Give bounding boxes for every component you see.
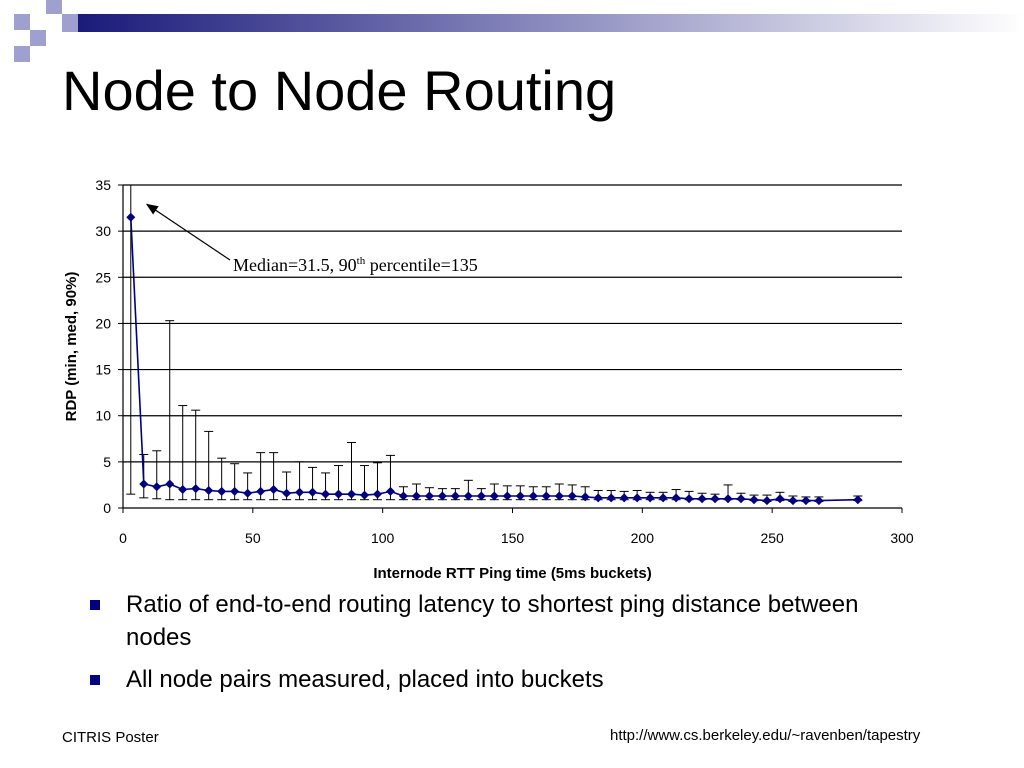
footer-url: http://www.cs.berkeley.edu/~ravenben/tap…	[610, 727, 921, 744]
median-point	[632, 493, 642, 503]
slide-title: Node to Node Routing	[62, 59, 617, 122]
y-axis-title: RDP (min, med, 90%)	[63, 272, 80, 422]
median-point	[697, 494, 707, 504]
bullet-text: All node pairs measured, placed into buc…	[126, 666, 604, 693]
median-point	[723, 494, 733, 504]
median-point	[411, 491, 421, 501]
median-point	[489, 491, 499, 501]
median-point	[437, 491, 447, 501]
slide-corner-decoration	[14, 0, 1024, 62]
median-point	[502, 491, 512, 501]
x-tick-label: 300	[890, 530, 914, 546]
median-point	[204, 485, 214, 495]
median-point	[853, 495, 863, 505]
median-point	[684, 494, 694, 504]
y-tick-label: 10	[95, 408, 111, 424]
square-bullet-icon	[90, 600, 100, 610]
median-point	[256, 486, 266, 496]
median-point	[671, 493, 681, 503]
median-point	[658, 493, 668, 503]
median-point	[347, 489, 357, 499]
x-tick-label: 150	[501, 530, 525, 546]
median-point	[126, 212, 136, 222]
median-point	[801, 496, 811, 506]
x-tick-label: 0	[119, 530, 127, 546]
median-point	[567, 491, 577, 501]
y-tick-label: 35	[95, 177, 111, 193]
x-tick-label: 50	[245, 530, 261, 546]
y-tick-label: 25	[95, 269, 111, 285]
median-point	[282, 488, 292, 498]
bullet-list: Ratio of end-to-end routing latency to s…	[88, 588, 908, 705]
median-point	[762, 496, 772, 506]
median-point	[424, 491, 434, 501]
rdp-chart: 0 5 10 15 20 25 30 35 0 50 100 150 200 250 300 Internod…	[63, 177, 914, 582]
median-point	[814, 496, 824, 506]
median-point	[476, 491, 486, 501]
square-bullet-icon	[90, 675, 100, 685]
annotation-arrow	[145, 203, 231, 261]
median-point	[139, 479, 149, 489]
y-tick-label: 15	[95, 362, 111, 378]
x-axis-title: Internode RTT Ping time (5ms buckets)	[373, 565, 651, 582]
median-point	[515, 491, 525, 501]
median-point	[593, 493, 603, 503]
x-tick-label: 100	[371, 530, 395, 546]
annotation-text: Median=31.5, 90th percentile=135	[233, 255, 478, 275]
median-point	[321, 489, 331, 499]
x-tick-label: 250	[760, 530, 784, 546]
y-tick-label: 0	[103, 500, 111, 516]
median-point	[788, 496, 798, 506]
median-point	[295, 487, 305, 497]
median-point	[554, 491, 564, 501]
median-point	[736, 494, 746, 504]
median-point	[308, 487, 318, 497]
median-point	[541, 491, 551, 501]
median-point	[152, 482, 162, 492]
median-point	[359, 490, 369, 500]
median-point	[165, 479, 175, 489]
median-point	[269, 485, 279, 495]
y-tick-label: 30	[95, 223, 111, 239]
bullet-item: Ratio of end-to-end routing latency to s…	[88, 588, 908, 654]
median-point	[710, 494, 720, 504]
median-point	[580, 492, 590, 502]
y-tick-label: 5	[103, 454, 111, 470]
median-point	[230, 486, 240, 496]
median-point	[775, 494, 785, 504]
median-point	[749, 495, 759, 505]
x-tick-label: 200	[631, 530, 655, 546]
median-point	[398, 491, 408, 501]
median-point	[385, 486, 395, 496]
median-point	[463, 491, 473, 501]
median-point	[178, 485, 188, 495]
bullet-item: All node pairs measured, placed into buc…	[88, 663, 908, 696]
median-point	[334, 489, 344, 499]
median-point	[645, 493, 655, 503]
median-point	[217, 486, 227, 496]
median-point	[528, 491, 538, 501]
median-point	[191, 484, 201, 494]
median-point	[372, 489, 382, 499]
median-point	[619, 493, 629, 503]
bullet-text: Ratio of end-to-end routing latency to s…	[126, 591, 859, 651]
median-point	[450, 491, 460, 501]
median-point	[606, 493, 616, 503]
median-point	[243, 488, 253, 498]
footer-left-text: CITRIS Poster	[62, 729, 159, 746]
y-tick-label: 20	[95, 315, 111, 331]
